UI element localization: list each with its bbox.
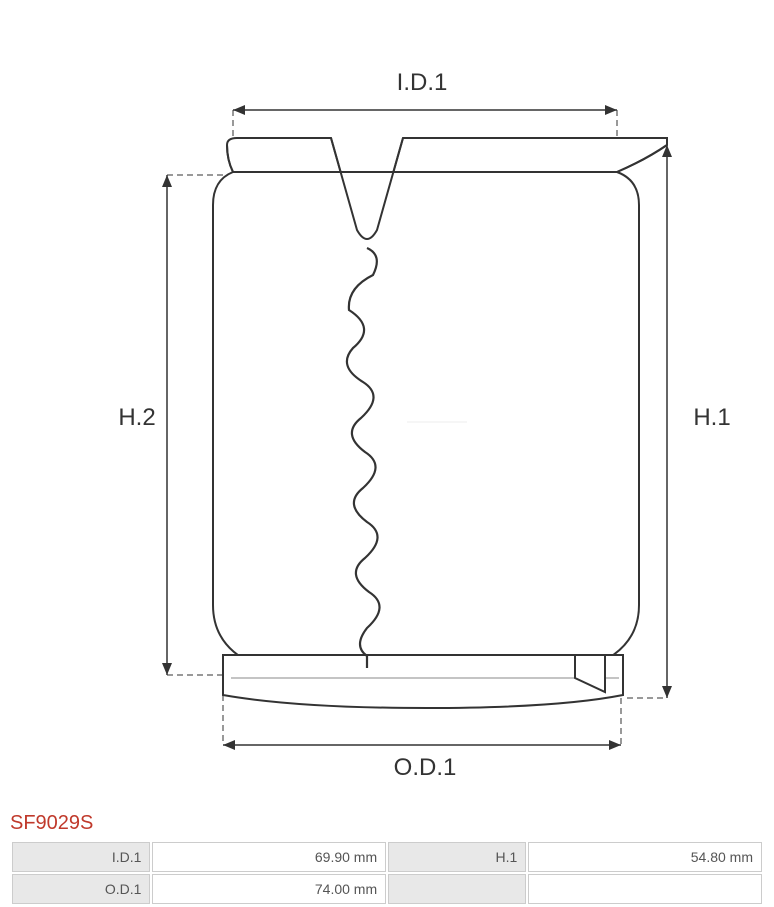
technical-diagram: I.D.1 H.2 H.1 O.D.1	[0, 30, 774, 800]
spec-label: I.D.1	[12, 842, 150, 872]
spec-value: 69.90 mm	[152, 842, 386, 872]
spec-label	[388, 874, 526, 904]
part-drawing-svg: I.D.1 H.2 H.1 O.D.1	[27, 30, 747, 790]
spec-label: H.1	[388, 842, 526, 872]
dim-label-top: I.D.1	[397, 69, 448, 96]
spec-value: 54.80 mm	[528, 842, 762, 872]
dim-label-left: H.2	[118, 404, 155, 431]
dim-label-bottom: O.D.1	[394, 754, 457, 781]
specifications-table: I.D.1 69.90 mm H.1 54.80 mm O.D.1 74.00 …	[10, 840, 764, 906]
table-row: O.D.1 74.00 mm	[12, 874, 762, 904]
part-code: SF9029S	[10, 812, 93, 835]
dim-label-right: H.1	[693, 404, 730, 431]
spec-label: O.D.1	[12, 874, 150, 904]
spec-value	[528, 874, 762, 904]
spec-value: 74.00 mm	[152, 874, 386, 904]
table-row: I.D.1 69.90 mm H.1 54.80 mm	[12, 842, 762, 872]
